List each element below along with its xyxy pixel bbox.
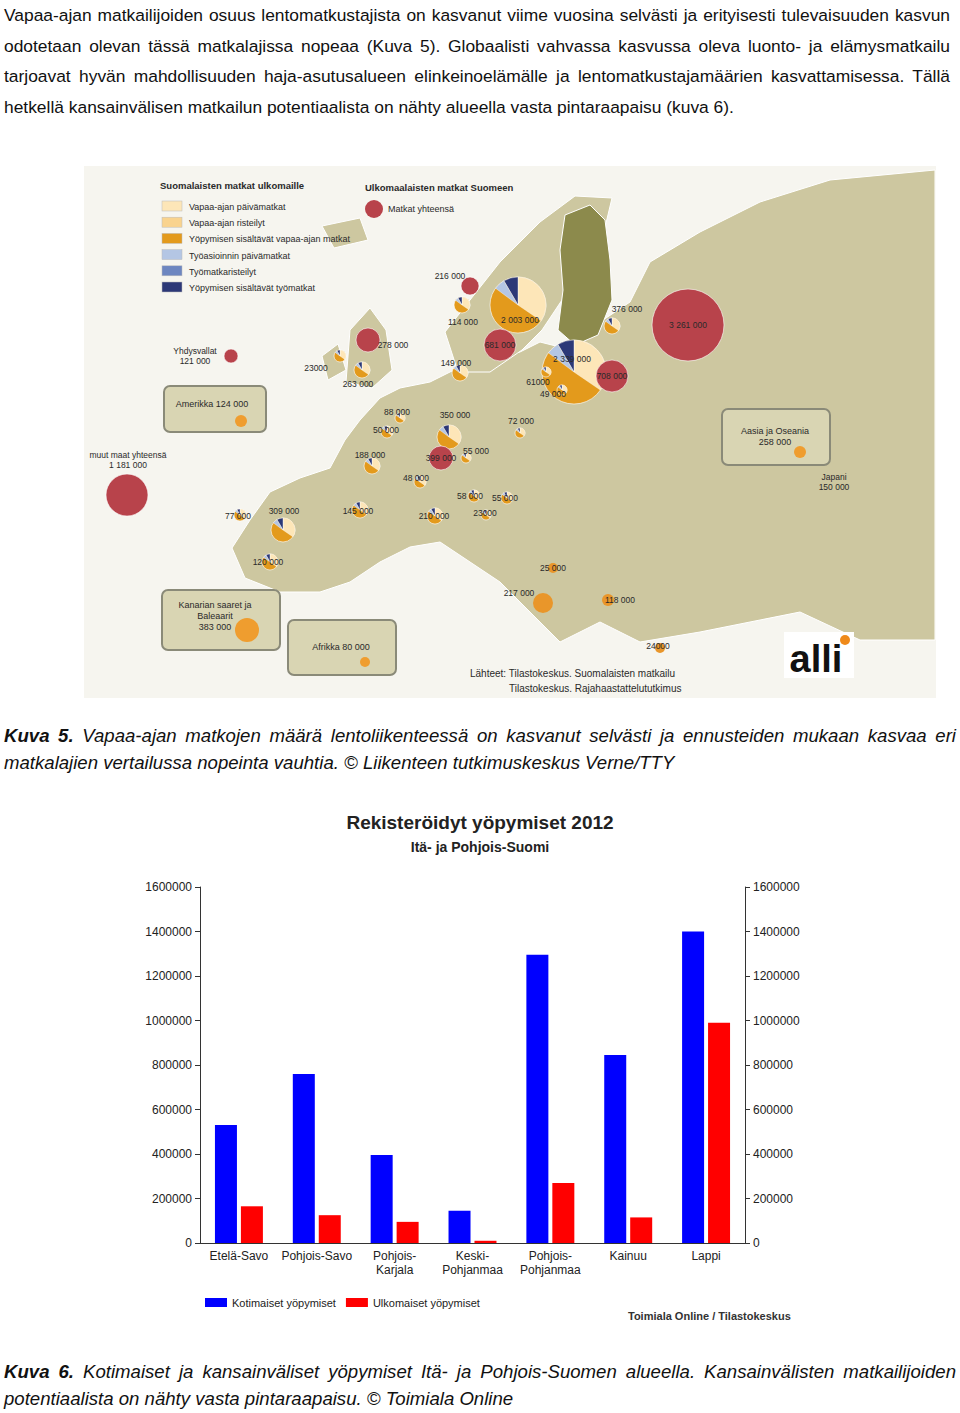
svg-text:350 000: 350 000 xyxy=(440,410,471,420)
svg-text:800000: 800000 xyxy=(753,1058,793,1072)
svg-text:Kotimaiset yöpymiset: Kotimaiset yöpymiset xyxy=(232,1297,336,1309)
svg-text:Keski-: Keski- xyxy=(456,1249,489,1263)
svg-text:Itä- ja Pohjois-Suomi: Itä- ja Pohjois-Suomi xyxy=(411,839,549,855)
svg-text:200000: 200000 xyxy=(753,1192,793,1206)
svg-text:200000: 200000 xyxy=(152,1192,192,1206)
svg-text:0: 0 xyxy=(185,1236,192,1250)
svg-text:muut maat yhteensä1 181 000: muut maat yhteensä1 181 000 xyxy=(89,450,166,470)
svg-text:50 000: 50 000 xyxy=(373,425,399,435)
svg-text:Pohjois-Savo: Pohjois-Savo xyxy=(281,1249,352,1263)
svg-text:61000: 61000 xyxy=(526,377,550,387)
svg-text:216 000: 216 000 xyxy=(435,271,466,281)
svg-text:376 000: 376 000 xyxy=(612,304,643,314)
svg-text:Pohjois-: Pohjois- xyxy=(373,1249,416,1263)
html-text:Kuva 5. Vapaa-ajan matkojen mä: Kuva 5. Vapaa-ajan matkojen määrä lentol… xyxy=(4,725,956,773)
html-text:Kuva 6. Kotimaiset ja kansainv: Kuva 6. Kotimaiset ja kansainväliset yöp… xyxy=(4,1361,956,1409)
svg-text:263 000: 263 000 xyxy=(343,379,374,389)
svg-text:400000: 400000 xyxy=(753,1147,793,1161)
svg-text:3 261 000: 3 261 000 xyxy=(669,320,707,330)
svg-text:Tilastokeskus. Rajahaastattelu: Tilastokeskus. Rajahaastattelututkimus xyxy=(509,683,682,694)
svg-text:708 000: 708 000 xyxy=(597,371,628,381)
svg-text:88 000: 88 000 xyxy=(384,407,410,417)
svg-text:2 003 000: 2 003 000 xyxy=(501,315,539,325)
svg-text:55 000: 55 000 xyxy=(492,493,518,503)
svg-text:400000: 400000 xyxy=(152,1147,192,1161)
svg-text:600000: 600000 xyxy=(753,1103,793,1117)
svg-text:Aasia ja Oseania258 000: Aasia ja Oseania258 000 xyxy=(741,426,809,447)
svg-text:Karjala: Karjala xyxy=(376,1263,414,1277)
svg-text:Lappi: Lappi xyxy=(691,1249,720,1263)
svg-text:1400000: 1400000 xyxy=(145,925,192,939)
svg-text:77 000: 77 000 xyxy=(225,511,251,521)
svg-text:Yöpymisen sisältävät vapaa-aja: Yöpymisen sisältävät vapaa-ajan matkat xyxy=(189,234,351,244)
svg-text:120 000: 120 000 xyxy=(253,557,284,567)
svg-text:278 000: 278 000 xyxy=(378,340,409,350)
svg-text:Suomalaisten matkat ulkomaille: Suomalaisten matkat ulkomaille xyxy=(160,180,304,191)
svg-text:Kainuu: Kainuu xyxy=(610,1249,647,1263)
svg-text:Amerikka 124 000: Amerikka 124 000 xyxy=(176,399,249,409)
svg-text:Vapaa-ajan risteilyt: Vapaa-ajan risteilyt xyxy=(189,218,265,228)
svg-text:0: 0 xyxy=(753,1236,760,1250)
svg-text:399 000: 399 000 xyxy=(426,453,457,463)
svg-text:309 000: 309 000 xyxy=(269,506,300,516)
svg-text:210 000: 210 000 xyxy=(419,511,450,521)
svg-text:1200000: 1200000 xyxy=(753,969,800,983)
svg-text:Työmatkaristeilyt: Työmatkaristeilyt xyxy=(189,267,257,277)
svg-text:114 000: 114 000 xyxy=(448,317,478,327)
svg-text:Pohjanmaa: Pohjanmaa xyxy=(520,1263,581,1277)
svg-text:25 000: 25 000 xyxy=(540,563,566,573)
svg-text:Afrikka 80 000: Afrikka 80 000 xyxy=(312,642,370,652)
svg-text:48 000: 48 000 xyxy=(403,473,429,483)
svg-text:1600000: 1600000 xyxy=(753,880,800,894)
svg-text:Pohjois-: Pohjois- xyxy=(529,1249,572,1263)
svg-text:Työasioinnin päivämatkat: Työasioinnin päivämatkat xyxy=(189,251,291,261)
svg-text:1000000: 1000000 xyxy=(753,1014,800,1028)
svg-text:2 339 000: 2 339 000 xyxy=(553,354,591,364)
svg-text:72 000: 72 000 xyxy=(508,416,534,426)
svg-text:145 000: 145 000 xyxy=(343,506,374,516)
svg-text:149 000: 149 000 xyxy=(441,358,472,368)
svg-text:alli: alli xyxy=(790,638,843,680)
svg-text:58 000: 58 000 xyxy=(457,491,483,501)
svg-text:23000: 23000 xyxy=(304,363,328,373)
svg-text:Etelä-Savo: Etelä-Savo xyxy=(210,1249,269,1263)
svg-text:23000: 23000 xyxy=(473,508,497,518)
svg-text:Ulkomaiset yöpymiset: Ulkomaiset yöpymiset xyxy=(373,1297,480,1309)
svg-text:24000: 24000 xyxy=(646,641,670,651)
svg-text:Vapaa-ajan päivämatkat: Vapaa-ajan päivämatkat xyxy=(189,202,286,212)
svg-text:Pohjanmaa: Pohjanmaa xyxy=(442,1263,503,1277)
svg-text:Matkat yhteensä: Matkat yhteensä xyxy=(388,204,454,214)
svg-text:Japani150 000: Japani150 000 xyxy=(819,472,850,492)
svg-text:Kanarian saaret jaBaleaarit383: Kanarian saaret jaBaleaarit383 000 xyxy=(178,600,251,632)
svg-text:Yhdysvallat121 000: Yhdysvallat121 000 xyxy=(173,346,217,366)
svg-text:217 000: 217 000 xyxy=(504,588,535,598)
svg-text:55 000: 55 000 xyxy=(463,446,489,456)
html-text:Vapaa-ajan matkailijoiden osuu: Vapaa-ajan matkailijoiden osuus lentomat… xyxy=(4,5,950,117)
svg-text:800000: 800000 xyxy=(152,1058,192,1072)
svg-text:118 000: 118 000 xyxy=(605,595,635,605)
svg-text:1400000: 1400000 xyxy=(753,925,800,939)
svg-text:Toimiala Online / Tilastokesku: Toimiala Online / Tilastokeskus xyxy=(628,1310,791,1322)
svg-text:Yöpymisen sisältävät työmatkat: Yöpymisen sisältävät työmatkat xyxy=(189,283,316,293)
svg-text:Rekisteröidyt yöpymiset 2012: Rekisteröidyt yöpymiset 2012 xyxy=(346,812,613,833)
svg-text:Lähteet: Tilastokeskus. Suoma: Lähteet: Tilastokeskus. Suomalaisten mat… xyxy=(470,668,675,679)
svg-text:Ulkomaalaisten matkat Suomeen: Ulkomaalaisten matkat Suomeen xyxy=(365,182,514,193)
svg-text:1600000: 1600000 xyxy=(145,880,192,894)
svg-text:49 000: 49 000 xyxy=(540,389,566,399)
svg-text:1000000: 1000000 xyxy=(145,1014,192,1028)
svg-text:1200000: 1200000 xyxy=(145,969,192,983)
svg-text:188 000: 188 000 xyxy=(355,450,386,460)
svg-text:681 000: 681 000 xyxy=(485,340,516,350)
svg-text:600000: 600000 xyxy=(152,1103,192,1117)
